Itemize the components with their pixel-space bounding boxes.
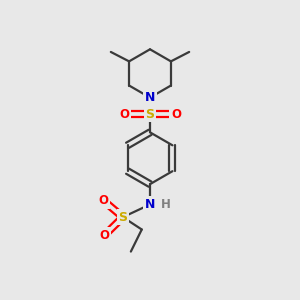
Text: O: O (98, 194, 109, 207)
Text: S: S (118, 211, 127, 224)
Text: O: O (99, 229, 110, 242)
Text: O: O (119, 108, 129, 121)
Text: N: N (145, 91, 155, 104)
Text: H: H (161, 198, 171, 211)
Text: S: S (146, 108, 154, 121)
Text: N: N (145, 198, 155, 211)
Text: O: O (171, 108, 181, 121)
